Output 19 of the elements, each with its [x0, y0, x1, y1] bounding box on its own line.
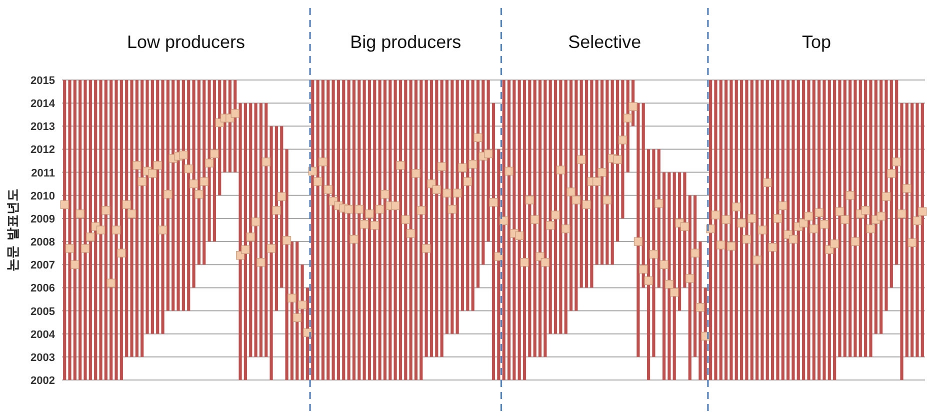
y-tick-label: 2011	[31, 167, 55, 180]
y-tick-label: 2014	[30, 98, 56, 110]
y-tick-label: 2012	[30, 144, 55, 156]
y-tick-label: 2013	[30, 121, 55, 134]
y-tick-label: 2006	[30, 282, 55, 295]
text: Selective	[568, 32, 642, 52]
text: Low producers	[126, 32, 246, 52]
y-tick-label: 2004	[30, 328, 56, 341]
y-tick-label: 2005	[30, 306, 55, 318]
y-tick-label: 2015	[30, 75, 55, 87]
y-tick-label: 2008	[30, 236, 55, 249]
y-tick-label: 2007	[30, 260, 55, 272]
y-axis-title: 논문 발표년도	[6, 188, 21, 272]
y-tick-label: 2002	[30, 375, 55, 387]
y-tick-label: 2009	[30, 213, 55, 226]
text: Big producers	[350, 32, 462, 52]
y-tick-label: 2010	[30, 190, 55, 202]
y-tick-label: 2003	[30, 352, 55, 364]
text: Top	[802, 32, 831, 52]
